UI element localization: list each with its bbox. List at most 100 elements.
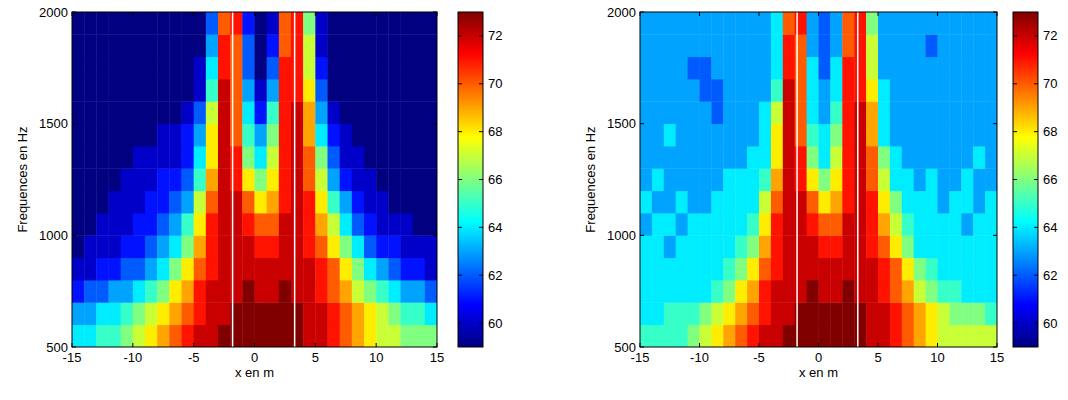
heat-cell — [169, 124, 182, 147]
heat-cell — [652, 168, 664, 191]
heat-cell — [96, 124, 109, 147]
heat-cell — [388, 213, 401, 236]
heat-cell — [303, 258, 316, 281]
heat-cell — [926, 168, 938, 191]
y-tick — [993, 235, 997, 236]
heat-cell — [949, 146, 961, 169]
heat-cell — [328, 146, 341, 169]
heat-cell — [902, 325, 914, 347]
heat-cell — [328, 79, 341, 102]
heat-cell — [842, 302, 854, 325]
colorbar-tick — [1034, 131, 1038, 132]
heat-cell — [700, 302, 712, 325]
heat-cell — [938, 168, 950, 191]
heat-cell — [352, 325, 365, 347]
heat-cell — [145, 213, 158, 236]
heat-cell — [206, 101, 219, 124]
heat-cell — [854, 146, 866, 169]
heat-cell — [807, 34, 819, 57]
heat-cell — [328, 302, 341, 325]
heat-cell — [985, 12, 997, 35]
heat-cell — [688, 57, 700, 80]
heat-cell — [819, 146, 831, 169]
heat-cell — [914, 191, 926, 214]
heat-cell — [133, 124, 146, 147]
heat-cell — [890, 258, 902, 281]
heat-cell — [878, 191, 890, 214]
heat-cell — [938, 124, 950, 147]
heat-cell — [938, 235, 950, 258]
heat-cell — [973, 146, 985, 169]
heat-cell — [783, 258, 795, 281]
heat-cell — [303, 146, 316, 169]
heat-cell — [194, 34, 207, 57]
heat-cell — [866, 213, 878, 236]
y-tick-label: 500 — [614, 340, 636, 355]
heat-cell — [807, 79, 819, 102]
heat-cell — [157, 235, 170, 258]
heat-cell — [121, 101, 134, 124]
heat-cell — [242, 280, 255, 303]
heat-cell — [783, 101, 795, 124]
x-tick-label: 5 — [312, 350, 319, 365]
heat-cell — [926, 101, 938, 124]
heat-cell — [723, 235, 735, 258]
heat-cell — [866, 168, 878, 191]
heat-cell — [279, 235, 292, 258]
heat-cell — [96, 34, 109, 57]
heat-cell — [949, 213, 961, 236]
heat-cell — [413, 235, 426, 258]
heat-cell — [315, 213, 328, 236]
heat-cell — [315, 191, 328, 214]
colorbar-tick-label: 60 — [488, 316, 502, 331]
heat-cell — [340, 124, 353, 147]
heat-cell — [413, 213, 426, 236]
heat-cell — [340, 235, 353, 258]
heat-cell — [388, 146, 401, 169]
heat-cell — [688, 302, 700, 325]
heat-cell — [218, 124, 231, 147]
heat-cell — [96, 302, 109, 325]
heat-cell — [735, 12, 747, 35]
heat-cell — [676, 235, 688, 258]
heat-cell — [747, 280, 759, 303]
heat-cell — [664, 168, 676, 191]
heat-cell — [364, 124, 377, 147]
heat-cell — [291, 124, 304, 147]
heat-cell — [388, 12, 401, 35]
colorbar-tick-label: 62 — [488, 268, 502, 283]
heat-cell — [242, 124, 255, 147]
heat-cell — [652, 57, 664, 80]
heat-cell — [973, 34, 985, 57]
y-tick-label: 2000 — [607, 5, 636, 20]
heat-cell — [854, 213, 866, 236]
heat-cell — [109, 12, 122, 35]
heat-cell — [279, 258, 292, 281]
heat-cell — [902, 146, 914, 169]
heat-cell — [303, 101, 316, 124]
heat-cell — [267, 12, 280, 35]
heat-cell — [206, 12, 219, 35]
heat-cell — [973, 79, 985, 102]
heat-cell — [985, 146, 997, 169]
heat-cell — [771, 57, 783, 80]
heat-cell — [866, 124, 878, 147]
heat-cell — [902, 168, 914, 191]
heat-cell — [279, 302, 292, 325]
heat-cell — [949, 258, 961, 281]
heat-cell — [961, 325, 973, 347]
heat-cell — [890, 12, 902, 35]
heat-cell — [84, 280, 97, 303]
heat-cell — [401, 34, 414, 57]
heat-cell — [938, 258, 950, 281]
heat-cell — [961, 280, 973, 303]
heat-cell — [890, 280, 902, 303]
heat-cell — [664, 302, 676, 325]
colorbar-tick — [1034, 179, 1038, 180]
x-tick — [878, 343, 879, 347]
heat-cell — [425, 101, 437, 124]
heat-cell — [255, 101, 268, 124]
heat-cell — [72, 302, 85, 325]
heat-cell — [279, 191, 292, 214]
heat-cell — [206, 258, 219, 281]
